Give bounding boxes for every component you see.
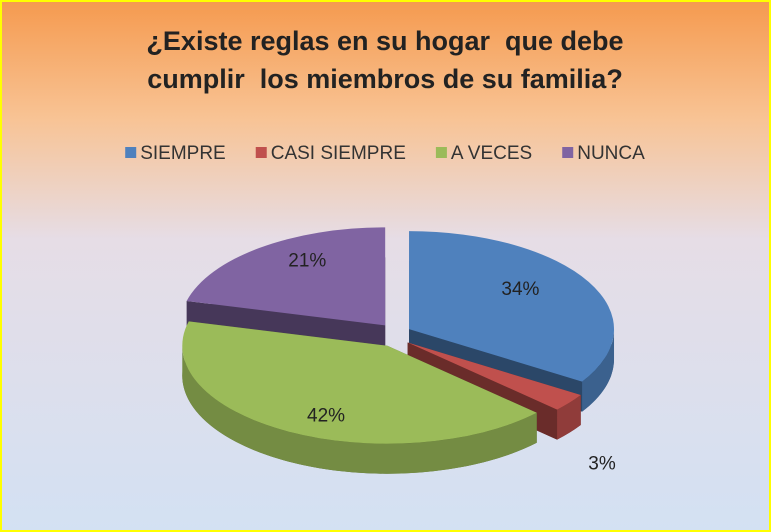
legend-swatch [435,147,447,158]
legend-swatch [125,147,137,158]
data-label: 34% [501,279,539,300]
legend-swatch [562,147,574,158]
data-label: 3% [588,454,616,475]
slice-outer-wall [557,395,581,440]
legend-label: NUNCA [577,143,645,164]
data-label: 21% [288,251,326,272]
slice-outer-wall [582,329,615,412]
pie-tops [182,227,615,444]
slice-outer-wall [182,345,537,474]
slice [409,231,615,382]
legend-label: SIEMPRE [140,143,226,164]
slice [407,342,581,410]
legend-label: CASI SIEMPRE [271,143,406,164]
data-label: 42% [307,406,345,427]
chart-title: cumplir los miembros de su familia? [147,64,623,94]
data-labels: 34% 3% 42% 21% [288,251,616,475]
legend-swatch [255,147,267,158]
legend: SIEMPRE CASI SIEMPRE A VECES NUNCA [125,143,645,164]
slice [182,321,537,444]
legend-label: A VECES [451,143,532,164]
slice [186,227,386,326]
chart-title: ¿Existe reglas en su hogar que debe [146,26,623,56]
